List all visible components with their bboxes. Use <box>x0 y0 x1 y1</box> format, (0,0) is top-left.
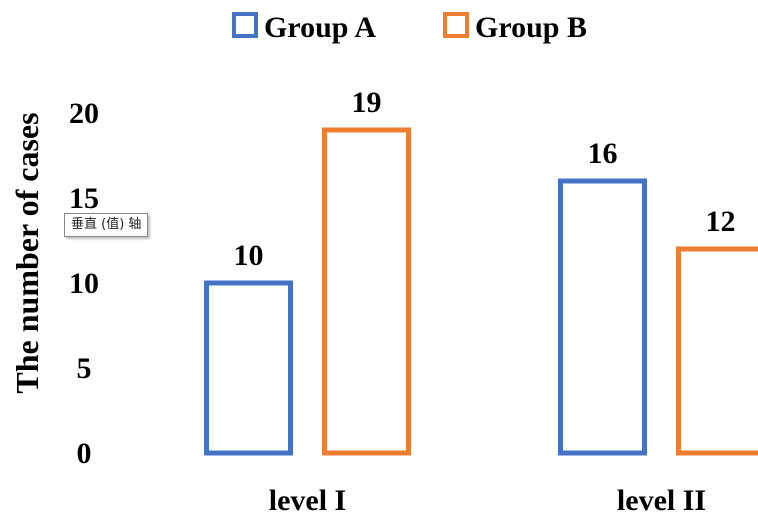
legend: Group A Group B <box>232 11 587 44</box>
y-tick-label: 5 <box>77 352 92 385</box>
bar-group-a-1 <box>558 178 647 456</box>
y-tick-label: 20 <box>69 97 99 130</box>
category-label: level I <box>269 484 346 517</box>
y-axis-title: The number of cases <box>9 112 45 393</box>
axis-tooltip: 垂直 (值) 轴 <box>64 213 149 237</box>
legend-swatch <box>232 12 258 38</box>
bar-group-b-0 <box>322 127 411 456</box>
legend-label: Group B <box>475 11 587 44</box>
bar-group-a-0 <box>204 280 293 456</box>
y-tick-label: 15 <box>69 182 99 215</box>
bar-group-b-1 <box>676 246 758 456</box>
data-labels: 10 19 16 12 <box>234 86 736 272</box>
legend-swatch <box>443 12 469 38</box>
legend-label: Group A <box>264 11 376 44</box>
data-label: 10 <box>234 239 264 272</box>
y-tick-label: 0 <box>77 437 92 470</box>
y-tick-label: 10 <box>69 267 99 300</box>
y-axis-ticks: 0 5 10 15 20 <box>69 97 99 470</box>
data-label: 19 <box>352 86 382 119</box>
x-axis-labels: level I level II <box>269 484 706 517</box>
data-label: 16 <box>588 137 618 170</box>
category-label: level II <box>617 484 706 517</box>
data-label: 12 <box>706 205 736 238</box>
bars <box>204 127 758 456</box>
